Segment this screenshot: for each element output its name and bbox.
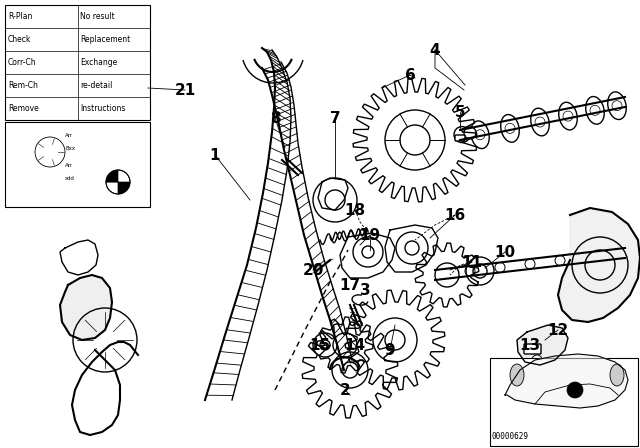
Ellipse shape [531, 108, 549, 136]
Circle shape [465, 266, 475, 276]
Text: Corr-Ch: Corr-Ch [8, 58, 36, 67]
Wedge shape [106, 182, 118, 194]
Polygon shape [558, 208, 640, 322]
Text: 21: 21 [174, 82, 196, 98]
Text: 13: 13 [520, 337, 541, 353]
Text: Rem-Ch: Rem-Ch [8, 81, 38, 90]
Wedge shape [118, 182, 130, 194]
Circle shape [475, 130, 485, 140]
Text: 16: 16 [444, 207, 466, 223]
Text: 8: 8 [269, 111, 280, 125]
Circle shape [495, 263, 505, 272]
Text: R-Plan: R-Plan [8, 12, 33, 21]
Text: Replacement: Replacement [81, 35, 131, 44]
Circle shape [590, 105, 600, 116]
Ellipse shape [510, 364, 524, 386]
Text: Bxx: Bxx [65, 146, 75, 151]
Text: re-detail: re-detail [81, 81, 113, 90]
Circle shape [454, 127, 470, 142]
Bar [5, 5, 150, 120]
Circle shape [525, 259, 535, 269]
Text: Arr: Arr [65, 163, 73, 168]
Text: 5: 5 [454, 104, 465, 120]
Text: Check: Check [8, 35, 31, 44]
Circle shape [612, 101, 622, 111]
Polygon shape [60, 275, 112, 340]
Text: 3: 3 [360, 283, 371, 297]
Text: No result: No result [81, 12, 115, 21]
Ellipse shape [610, 364, 624, 386]
Text: Arr: Arr [65, 133, 73, 138]
Text: 00000629: 00000629 [492, 432, 529, 441]
Text: 2: 2 [340, 383, 350, 397]
Text: 6: 6 [404, 68, 415, 82]
Circle shape [563, 111, 573, 121]
Wedge shape [118, 170, 130, 182]
Text: Exchange: Exchange [81, 58, 118, 67]
Text: 15: 15 [309, 337, 331, 353]
Text: 4: 4 [429, 43, 440, 57]
Text: 7: 7 [330, 111, 340, 125]
Ellipse shape [608, 92, 627, 120]
Text: 10: 10 [495, 245, 516, 259]
Text: 12: 12 [547, 323, 568, 337]
Wedge shape [106, 170, 118, 182]
Circle shape [567, 382, 583, 398]
Polygon shape [517, 325, 568, 365]
Bar [5, 122, 150, 207]
Text: Remove: Remove [8, 104, 39, 113]
Polygon shape [505, 354, 628, 408]
Ellipse shape [471, 121, 489, 149]
Text: sdd: sdd [65, 176, 75, 181]
Text: 18: 18 [344, 202, 365, 217]
Text: 17: 17 [339, 277, 360, 293]
Circle shape [535, 117, 545, 127]
Text: 19: 19 [360, 228, 381, 242]
Bar [490, 358, 638, 446]
Ellipse shape [586, 96, 604, 124]
Circle shape [505, 123, 515, 134]
Circle shape [464, 127, 476, 139]
Text: 1: 1 [210, 147, 220, 163]
Circle shape [555, 255, 565, 266]
Text: 11: 11 [461, 254, 483, 270]
Ellipse shape [559, 102, 577, 130]
Text: 9: 9 [385, 343, 396, 358]
Circle shape [532, 355, 542, 365]
Text: 20: 20 [302, 263, 324, 277]
Text: Instructions: Instructions [81, 104, 126, 113]
Ellipse shape [500, 115, 519, 142]
FancyBboxPatch shape [455, 135, 465, 141]
FancyBboxPatch shape [524, 344, 541, 354]
Text: 14: 14 [344, 337, 365, 353]
